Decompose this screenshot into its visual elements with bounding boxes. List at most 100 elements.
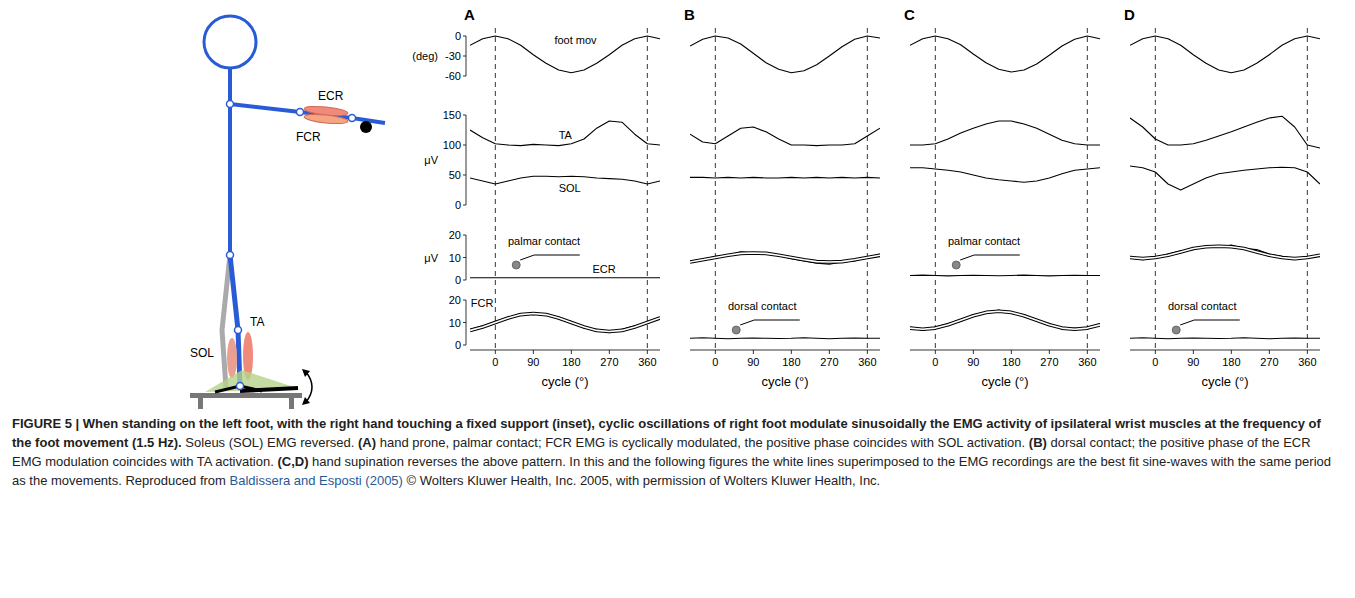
schematic: ECR FCR TA SOL (190, 16, 385, 409)
y-axis-title: (deg) (412, 50, 438, 62)
x-tick (1193, 350, 1194, 354)
emg-line (1130, 337, 1320, 339)
emg-line (690, 252, 880, 264)
y-tick (463, 115, 466, 116)
x-tick (1087, 350, 1088, 354)
x-axis-title: cycle (°) (1201, 374, 1248, 389)
fit-line (690, 253, 880, 262)
muscle-label: ECR (318, 89, 344, 103)
caption-text: © Wolters Kluwer Health, Inc. 2005, with… (403, 473, 880, 488)
fit-outline (470, 314, 660, 332)
series-label: FCR (471, 297, 494, 309)
x-axis (910, 350, 1100, 351)
y-tick-label: 0 (455, 199, 461, 211)
emg-line (910, 310, 1100, 330)
x-tick (1231, 350, 1232, 354)
caption-text: hand prone, palmar contact; FCR EMG is c… (376, 435, 1029, 450)
fit-line (1130, 246, 1320, 258)
contact-ball (952, 261, 960, 269)
muscle-label: TA (250, 315, 264, 329)
cycle-marker (647, 28, 648, 348)
fit-line (470, 314, 660, 332)
caption-text: Baldissera and Esposti (2005) (230, 473, 403, 488)
y-tick-label: 20 (449, 229, 461, 241)
series-group (1130, 116, 1320, 190)
y-tick (463, 36, 466, 37)
figure: ECRFCRTASOLA0-30-60(deg)foot mov15010050… (0, 0, 1355, 410)
series-label: foot mov (554, 34, 597, 46)
x-tick-label: 90 (747, 356, 759, 368)
x-axis-title: cycle (°) (761, 374, 808, 389)
y-axis-title: μV (424, 154, 438, 166)
panel-letter: A (464, 6, 475, 23)
x-tick (1155, 350, 1156, 354)
emg-line (1130, 166, 1320, 190)
series-group (910, 36, 1100, 72)
x-tick-label: 360 (858, 356, 876, 368)
annotation: palmar contact (508, 235, 580, 247)
cycle-marker (1087, 28, 1088, 348)
x-axis (690, 350, 880, 351)
panel-letter: D (1124, 6, 1135, 23)
emg-line (470, 277, 660, 278)
x-tick (533, 350, 534, 354)
panel: Bdorsal contact090180270360cycle (°) (684, 6, 880, 389)
panel: Ddorsal contact090180270360cycle (°) (1124, 6, 1320, 389)
muscle-label: SOL (190, 346, 214, 360)
x-tick-label: 180 (782, 356, 800, 368)
panel-letter: B (684, 6, 695, 23)
cycle-marker (1155, 28, 1156, 348)
caption-text: (B) (1029, 435, 1047, 450)
stool-top (190, 393, 302, 398)
y-tick (463, 280, 466, 281)
x-tick-label: 0 (712, 356, 718, 368)
panel: Cpalmar contact090180270360cycle (°) (904, 6, 1100, 389)
y-tick-label: -30 (445, 50, 461, 62)
emg-line (690, 177, 880, 179)
muscle-label: FCR (296, 130, 321, 144)
y-tick-label: 0 (455, 339, 461, 351)
series-group (470, 314, 660, 333)
fit-outline (690, 253, 880, 262)
y-tick-label: 50 (449, 169, 461, 181)
y-axis-title: μV (424, 252, 438, 264)
series-label: ECR (592, 263, 615, 275)
x-tick (495, 350, 496, 354)
x-tick-label: 360 (1298, 356, 1316, 368)
series-group (910, 310, 1100, 330)
x-tick-label: 180 (1222, 356, 1240, 368)
y-tick-label: 20 (449, 294, 461, 306)
fit-outline (910, 311, 1100, 329)
y-tick (463, 235, 466, 236)
y-tick-label: 10 (449, 317, 461, 329)
joint (237, 383, 244, 390)
y-axis (466, 115, 467, 205)
arrow-head (302, 369, 310, 377)
support-surface (740, 320, 800, 325)
emg-line (1130, 245, 1320, 260)
caption-text: (A) (358, 435, 376, 450)
joint (297, 109, 304, 116)
x-axis-title: cycle (°) (981, 374, 1028, 389)
y-tick (463, 300, 466, 301)
support-surface (960, 255, 1020, 260)
arrow-head (302, 397, 310, 405)
contact-ball (512, 261, 520, 269)
contact-ball (732, 326, 740, 334)
y-tick (463, 322, 466, 323)
series-group (690, 36, 880, 73)
emg-line (1130, 116, 1320, 148)
caption-text: Soleus (SOL) EMG reversed. (182, 435, 358, 450)
x-tick-label: 90 (527, 356, 539, 368)
annotation: palmar contact (948, 235, 1020, 247)
cycle-marker (495, 28, 496, 348)
series-group (690, 127, 880, 178)
arm (230, 104, 385, 123)
contact-ball (1172, 326, 1180, 334)
joint (349, 115, 356, 122)
series-group (1130, 36, 1320, 73)
emg-line (910, 168, 1100, 182)
x-tick-label: 0 (492, 356, 498, 368)
y-tick-label: 100 (443, 139, 461, 151)
joint (227, 252, 234, 259)
